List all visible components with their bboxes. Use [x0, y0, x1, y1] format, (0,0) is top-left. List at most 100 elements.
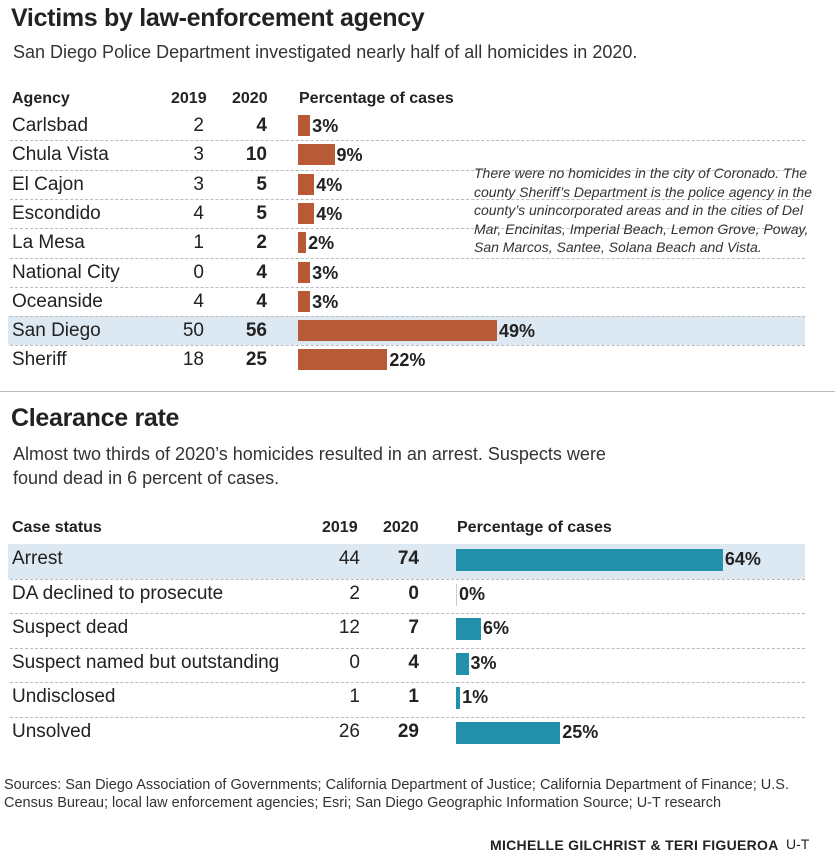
row-label: National City — [12, 261, 120, 283]
row-label: Escondido — [12, 202, 101, 224]
chart2-col-pct: Percentage of cases — [457, 519, 612, 536]
percentage-label: 3% — [312, 291, 339, 312]
percentage-value: 3 — [312, 262, 323, 283]
row-divider — [10, 198, 805, 200]
percentage-value: 9 — [336, 145, 347, 166]
credit: MICHELLE GILCHRIST & TERI FIGUEROA — [490, 837, 779, 853]
chart2-title: Clearance rate — [11, 404, 180, 432]
value-2019: 26 — [338, 720, 360, 742]
percentage-bar — [456, 687, 461, 709]
percentage-bar — [298, 202, 315, 224]
row-divider — [10, 257, 805, 259]
row-label: Undisclosed — [12, 686, 116, 707]
percentage-bar — [456, 583, 457, 606]
percentage-label: 49% — [498, 321, 535, 342]
row-label: La Mesa — [12, 232, 85, 254]
row-divider — [10, 578, 805, 580]
row-divider — [10, 228, 805, 230]
percentage-label: 6% — [483, 618, 510, 638]
chart2-col-2020: 2020 — [383, 519, 419, 536]
chart1-title: Victims by law-enforcement agency — [11, 4, 425, 32]
credit-org: U-T — [786, 836, 810, 852]
row-label: San Diego — [12, 320, 101, 342]
value-2019: 18 — [182, 349, 204, 371]
percentage-label: 25% — [562, 721, 599, 742]
percentage-label: 4% — [316, 203, 343, 224]
percentage-bar — [298, 173, 315, 195]
percentage-value: 64 — [724, 549, 745, 569]
value-2019: 4 — [193, 290, 204, 312]
chart1-col-agency: Agency — [12, 90, 70, 107]
row-label: Oceanside — [12, 290, 103, 312]
percentage-value: 0 — [459, 583, 470, 604]
percentage-label: 0% — [459, 583, 486, 604]
percentage-label: 3% — [312, 262, 339, 283]
value-2020: 10 — [245, 144, 267, 166]
row-divider — [10, 140, 805, 142]
chart2-col-status: Case status — [12, 519, 102, 536]
row-divider — [10, 682, 805, 683]
row-divider — [10, 647, 805, 649]
row-label: Suspect named but outstanding — [12, 651, 280, 673]
row-divider — [10, 286, 805, 288]
row-label: Sheriff — [12, 349, 67, 371]
value-2019: 1 — [349, 686, 360, 707]
percentage-value: 22 — [389, 350, 410, 371]
chart2-col-2019: 2019 — [322, 519, 358, 536]
row-divider — [10, 716, 805, 718]
sources: Sources: San Diego Association of Govern… — [4, 777, 789, 811]
row-divider — [10, 613, 805, 614]
percentage-value: 3 — [312, 116, 323, 136]
row-divider — [10, 345, 805, 347]
percentage-label: 3% — [470, 652, 497, 673]
percentage-bar — [456, 549, 723, 571]
chart2-subtitle: Almost two thirds of 2020’s homicides re… — [13, 444, 606, 488]
row-label: Unsolved — [12, 720, 92, 742]
percentage-label: 64% — [724, 549, 761, 569]
percentage-label: 3% — [312, 116, 339, 136]
value-2020: 4 — [256, 261, 267, 283]
percentage-value: 3 — [312, 291, 323, 312]
percentage-bar — [298, 349, 388, 371]
percentage-value: 6 — [483, 618, 494, 638]
row-label: El Cajon — [12, 173, 84, 195]
value-2019: 3 — [193, 173, 204, 195]
value-2019: 0 — [349, 651, 360, 673]
value-2019: 50 — [182, 320, 204, 342]
percentage-label: 4% — [316, 174, 343, 195]
row-divider — [10, 316, 805, 318]
percentage-value: 2 — [308, 233, 319, 254]
percentage-label: 9% — [336, 145, 363, 166]
row-label: DA declined to prosecute — [12, 582, 224, 604]
value-2020: 74 — [397, 548, 419, 569]
percentage-bar — [298, 261, 311, 283]
value-2020: 29 — [397, 720, 419, 742]
value-2019: 1 — [193, 232, 204, 254]
percentage-value: 4 — [316, 174, 327, 195]
value-2020: 25 — [245, 349, 267, 371]
percentage-bar — [298, 320, 497, 342]
value-2020: 4 — [256, 290, 267, 312]
value-2019: 3 — [193, 144, 204, 166]
value-2020: 5 — [256, 173, 267, 195]
value-2019: 2 — [349, 582, 360, 604]
row-label: Chula Vista — [12, 144, 109, 166]
percentage-label: 2% — [308, 233, 335, 254]
value-2020: 1 — [408, 686, 419, 707]
value-2019: 4 — [193, 202, 204, 224]
row-label: Suspect dead — [12, 617, 129, 638]
percentage-label: 22% — [389, 350, 426, 371]
value-2020: 0 — [408, 582, 419, 604]
value-2019: 12 — [338, 617, 360, 638]
row-divider — [10, 169, 805, 171]
percentage-bar — [456, 618, 482, 640]
value-2019: 0 — [193, 261, 204, 283]
row-label: Carlsbad — [12, 115, 89, 136]
value-2019: 2 — [193, 115, 204, 136]
row-label: Arrest — [12, 548, 63, 569]
percentage-bar — [298, 290, 311, 312]
percentage-value: 49 — [498, 321, 519, 342]
percentage-bar — [456, 721, 561, 744]
percentage-bar — [298, 232, 307, 254]
